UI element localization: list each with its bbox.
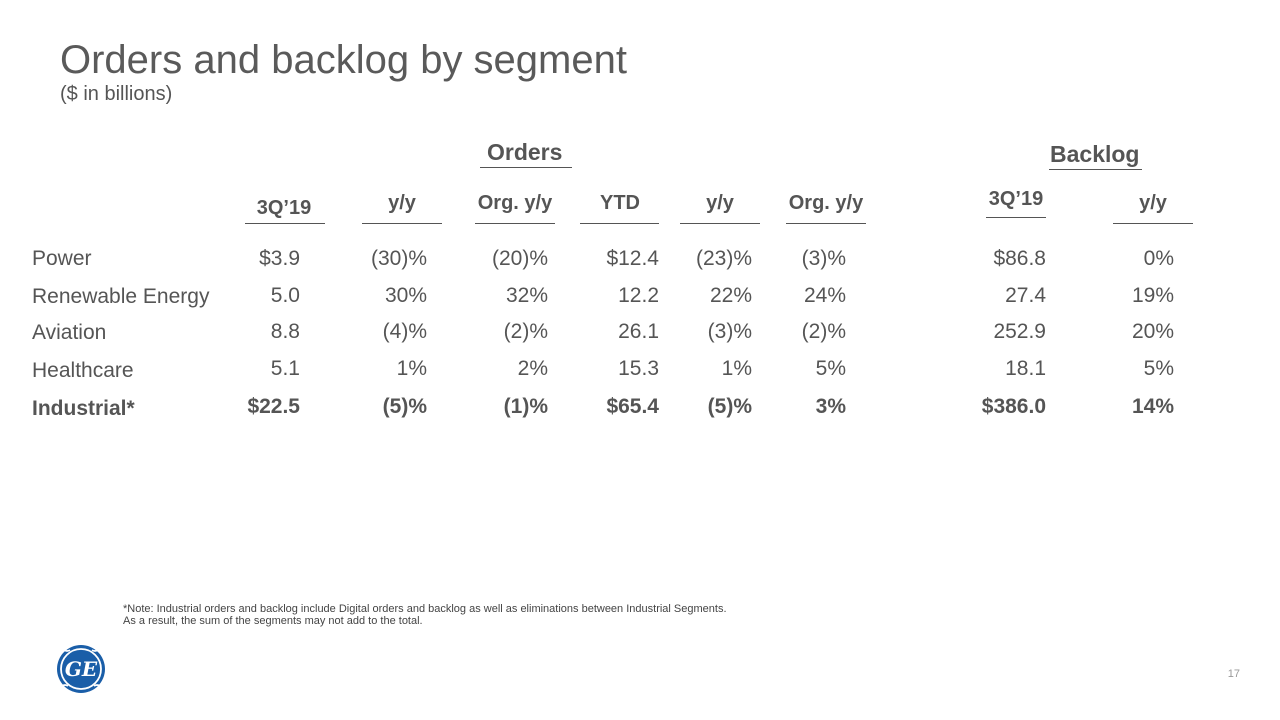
col-header-underline [680,223,760,224]
col-header-underline [580,223,659,224]
row-label-power: Power [32,247,92,270]
col-header-underline [1113,223,1193,224]
table-cell: 24% [803,284,846,307]
table-cell-total: (5)% [707,395,752,418]
table-cell: 2% [517,357,548,380]
table-cell-total: 14% [1131,395,1174,418]
footnote-line-1: *Note: Industrial orders and backlog inc… [123,603,727,615]
col-header-underline [986,217,1046,218]
table-cell-total: $386.0 [981,395,1046,418]
table-cell-total: 3% [815,395,846,418]
orders-group-header: Orders [487,139,563,165]
page-subtitle: ($ in billions) [60,83,173,105]
table-cell-total: $65.4 [606,395,659,418]
table-cell: 5.1 [270,357,300,380]
table-cell: 15.3 [618,357,659,380]
table-cell: (20)% [491,247,548,270]
backlog-group-underline [1049,169,1142,170]
table-cell-total: $22.5 [247,395,300,418]
svg-text:GE: GE [65,657,98,681]
table-cell: (4)% [382,320,427,343]
table-cell-total: (5)% [382,395,427,418]
table-cell: 5.0 [270,284,300,307]
col-header-ytd: YTD [600,192,640,214]
table-cell: 1% [396,357,427,380]
orders-group-underline [480,167,572,168]
table-cell: 30% [384,284,427,307]
table-cell: 20% [1131,320,1174,343]
table-cell: 12.2 [618,284,659,307]
col-header-org-yy-ytd: Org. y/y [788,192,864,214]
table-cell: 0% [1143,247,1174,270]
table-cell: $12.4 [606,247,659,270]
table-cell: (23)% [695,247,752,270]
backlog-group-header: Backlog [1050,141,1140,167]
table-cell-total: (1)% [503,395,548,418]
row-label-industrial-total: Industrial* [32,397,135,420]
page-number: 17 [1227,668,1240,680]
col-header-org-yy-orders: Org. y/y [477,192,553,214]
page-title: Orders and backlog by segment [60,38,627,82]
table-cell: 5% [815,357,846,380]
table-cell: 19% [1131,284,1174,307]
table-cell: 1% [721,357,752,380]
table-cell: $86.8 [993,247,1046,270]
table-cell: (2)% [801,320,846,343]
table-cell: (2)% [503,320,548,343]
table-cell: 27.4 [1005,284,1046,307]
table-cell: (3)% [801,247,846,270]
row-label-healthcare: Healthcare [32,359,134,382]
table-cell: (30)% [370,247,427,270]
table-cell: 26.1 [618,320,659,343]
col-header-3q19-orders: 3Q’19 [256,197,312,219]
footnote-line-2: As a result, the sum of the segments may… [123,615,423,627]
table-cell: 252.9 [993,320,1046,343]
ge-monogram-icon: GE [57,645,105,693]
table-cell: 32% [505,284,548,307]
table-cell: 22% [709,284,752,307]
col-header-underline [245,223,325,224]
row-label-aviation: Aviation [32,321,107,344]
table-cell: (3)% [707,320,752,343]
col-header-underline [362,223,442,224]
table-cell: $3.9 [259,247,300,270]
col-header-yy-backlog: y/y [1139,192,1167,214]
table-cell: 18.1 [1005,357,1046,380]
table-cell: 8.8 [270,320,300,343]
col-header-underline [786,223,866,224]
col-header-yy-ytd: y/y [706,192,734,214]
col-header-underline [475,223,555,224]
table-cell: 5% [1143,357,1174,380]
ge-logo: GE [56,644,106,694]
row-label-renewable-energy: Renewable Energy [32,285,210,308]
col-header-3q19-backlog: 3Q’19 [988,188,1044,210]
col-header-yy-orders: y/y [388,192,416,214]
